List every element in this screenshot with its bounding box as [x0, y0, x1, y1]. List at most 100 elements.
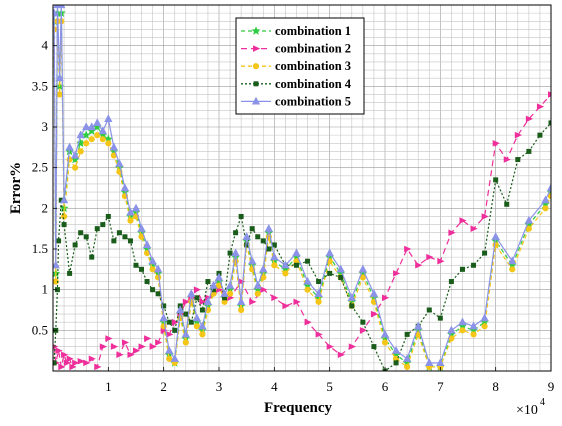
y-tick-label: 2: [42, 200, 49, 215]
data-point: [171, 318, 179, 326]
data-point: [105, 213, 111, 219]
data-point: [121, 339, 130, 346]
data-point: [264, 224, 273, 232]
data-point: [470, 225, 478, 232]
data-point: [110, 343, 119, 350]
data-point: [481, 323, 488, 330]
y-tick-label: 1: [42, 282, 49, 297]
data-point: [393, 360, 399, 366]
data-point: [238, 306, 245, 314]
data-point: [88, 355, 96, 363]
data-point: [349, 303, 355, 309]
data-point: [548, 91, 551, 98]
data-point: [181, 329, 190, 338]
data-point: [138, 343, 146, 350]
data-point: [315, 331, 323, 338]
x-tick-label: 4: [271, 379, 278, 394]
data-point: [391, 346, 401, 354]
x-tick-label: 9: [548, 379, 555, 394]
data-point: [447, 325, 456, 334]
data-point: [161, 303, 167, 309]
legend-swatch-marker: [251, 26, 261, 35]
data-point: [94, 226, 100, 232]
data-point: [548, 120, 551, 126]
data-point: [61, 222, 67, 228]
data-point: [458, 317, 467, 326]
x-axis-multiplier-exponent: 4: [540, 397, 545, 408]
data-point: [187, 289, 196, 297]
data-point: [237, 297, 246, 305]
data-point: [404, 245, 412, 253]
y-tick-label: 3: [42, 119, 49, 134]
data-point: [381, 339, 389, 346]
x-tick-label: 3: [216, 379, 223, 394]
data-point: [111, 238, 117, 244]
data-point: [254, 290, 261, 297]
data-point: [271, 262, 278, 269]
data-point: [93, 118, 102, 127]
data-point: [137, 224, 146, 232]
data-point: [115, 158, 124, 167]
data-point: [193, 323, 200, 330]
data-point: [358, 264, 367, 273]
data-point: [205, 279, 211, 285]
data-point: [336, 264, 345, 273]
data-point: [133, 262, 139, 268]
legend-label: combination 5: [275, 94, 351, 108]
data-point: [491, 232, 500, 240]
data-point: [370, 310, 379, 318]
data-point: [87, 122, 96, 131]
data-point: [303, 276, 312, 285]
data-point: [337, 351, 345, 359]
plot-area-frame: [52, 4, 552, 372]
legend-label: combination 2: [275, 42, 351, 56]
data-point: [155, 274, 162, 281]
data-point: [77, 148, 84, 155]
data-point: [282, 270, 289, 277]
x-tick-label: 5: [326, 379, 333, 394]
series-layer: [53, 5, 551, 371]
data-point: [127, 217, 134, 224]
legend-swatch-marker: [252, 63, 260, 70]
data-point: [437, 257, 445, 265]
data-point: [470, 331, 477, 338]
data-point: [149, 266, 156, 273]
x-tick-label: 6: [382, 379, 389, 394]
data-point: [214, 272, 224, 281]
data-point: [199, 298, 207, 306]
data-point: [100, 222, 106, 228]
data-point: [493, 177, 499, 183]
data-point: [448, 279, 454, 285]
data-point: [99, 136, 106, 143]
data-point: [170, 354, 179, 362]
data-point: [359, 327, 368, 334]
x-tick-label: 2: [160, 379, 167, 394]
data-point: [541, 195, 550, 204]
data-point: [66, 355, 74, 363]
data-point: [94, 132, 101, 139]
data-point: [72, 242, 78, 248]
legend-swatch-marker: [251, 96, 261, 105]
data-point: [116, 230, 122, 236]
y-tick-label: 0.5: [32, 322, 48, 337]
data-point: [194, 295, 200, 301]
x-tick-label: 7: [437, 379, 444, 394]
legend-swatch-marker: [253, 45, 261, 52]
data-point: [83, 234, 89, 240]
y-axis-label: Error%: [8, 162, 24, 214]
legend-label: combination 3: [275, 59, 351, 73]
data-point: [259, 264, 268, 273]
data-point: [509, 266, 516, 273]
data-point: [53, 260, 60, 269]
data-point: [98, 126, 107, 135]
data-point: [459, 327, 466, 334]
data-point: [360, 319, 366, 325]
data-point: [72, 164, 79, 171]
data-point: [371, 344, 377, 350]
data-point: [348, 343, 357, 350]
data-point: [149, 343, 157, 350]
data-point: [83, 359, 91, 367]
data-point: [271, 294, 279, 302]
data-point: [437, 315, 443, 321]
data-point: [282, 302, 290, 310]
